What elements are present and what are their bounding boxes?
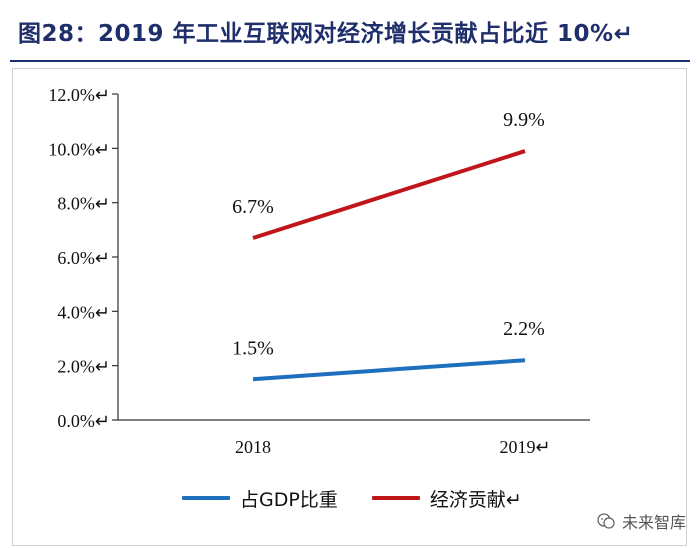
y-axis: 0.0%↵ 2.0%↵ 4.0%↵ 6.0%↵ 8.0%↵ 10.0%↵ 12.0%↵	[48, 85, 119, 431]
x-tick-label: 2019↵	[499, 437, 550, 457]
series-line	[252, 358, 526, 382]
legend-swatch-economic-contribution	[371, 496, 420, 500]
y-tick-label: 0.0%↵	[57, 411, 110, 431]
y-tick-label: 8.0%↵	[57, 194, 110, 214]
chart-title: 图28：2019 年工业互联网对经济增长贡献占比近 10%↵	[18, 21, 634, 47]
wechat-icon	[597, 513, 615, 529]
title-divider	[10, 60, 690, 62]
legend: 占GDP比重 经济贡献↵	[182, 484, 522, 512]
y-tick-label: 4.0%↵	[57, 302, 110, 322]
y-tick-label: 10.0%↵	[48, 139, 110, 159]
legend-label-gdp-share: 占GDP比重	[240, 488, 338, 511]
x-tick-label: 2018	[235, 437, 271, 457]
legend-label-economic-contribution: 经济贡献↵	[429, 488, 522, 511]
x-axis: 2018 2019↵	[118, 419, 590, 457]
legend-item-economic-contribution: 经济贡献↵	[371, 485, 522, 512]
data-label: 6.7%	[232, 196, 274, 218]
y-tick-label: 2.0%↵	[57, 357, 110, 377]
y-tick-label: 12.0%↵	[48, 85, 110, 105]
data-label: 1.5%	[232, 337, 274, 359]
plot-area: 1.5% 2.2% 6.7% 9.9%	[232, 109, 545, 382]
watermark-text: 未来智库	[621, 513, 686, 532]
legend-item-gdp-share: 占GDP比重	[182, 485, 338, 512]
data-label: 9.9%	[503, 109, 545, 131]
data-label: 2.2%	[503, 318, 545, 340]
legend-swatch-gdp-share	[182, 496, 230, 500]
y-tick-label: 6.0%↵	[57, 248, 110, 268]
watermark: 未来智库	[596, 508, 686, 534]
chart-frame	[12, 68, 687, 546]
series-line	[252, 149, 526, 240]
